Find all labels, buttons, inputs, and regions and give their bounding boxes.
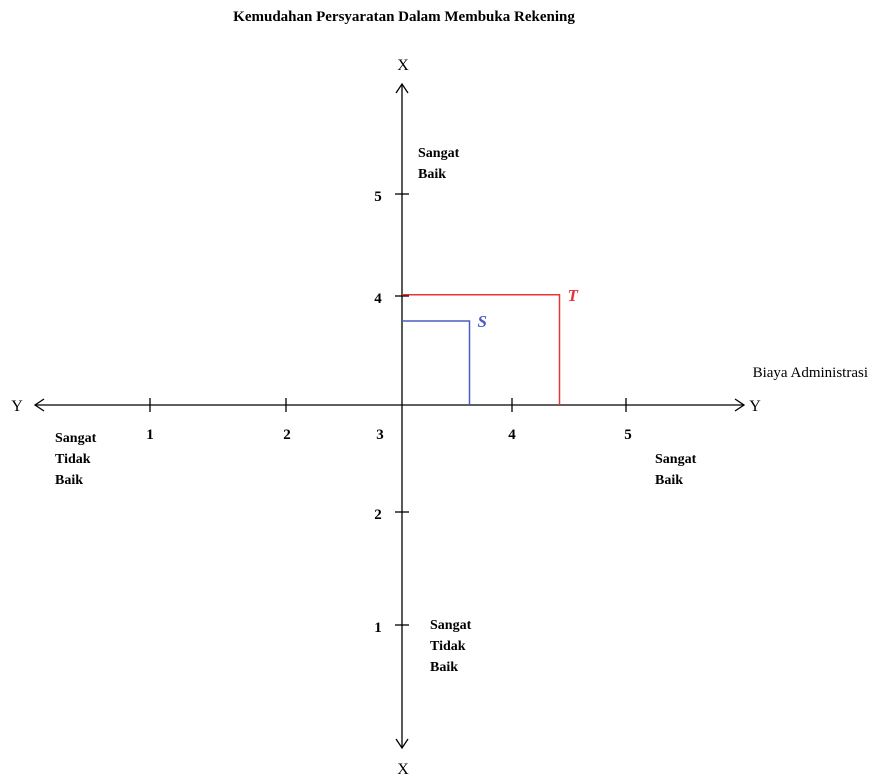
right-region-label: Sangat Baik — [655, 452, 700, 488]
left-arrowhead — [33, 398, 45, 412]
diagram-title: Kemudahan Persyaratan Dalam Membuka Reke… — [233, 9, 575, 25]
v-tick-label-4: 4 — [374, 291, 382, 307]
point-t-guide — [402, 294, 561, 405]
h-tick-label-2: 2 — [283, 427, 291, 443]
left-region-label: Sangat Tidak Baik — [55, 431, 100, 488]
h-tick-label-5: 5 — [624, 427, 632, 443]
top-region-label: Sangat Baik — [418, 146, 463, 182]
h-tick-label-3: 3 — [376, 427, 384, 443]
bottom-region-label: Sangat Tidak Baik — [430, 618, 475, 675]
right-axis-label: Y — [749, 398, 761, 415]
point-t-label: T — [568, 286, 579, 305]
point-t: T — [402, 286, 579, 405]
v-tick-label-5: 5 — [374, 189, 382, 205]
bottom-arrowhead — [395, 738, 409, 750]
horizontal-axis-title: Biaya Administrasi — [753, 365, 868, 381]
right-arrowhead — [734, 398, 746, 412]
point-s-guide — [402, 320, 471, 405]
points-layer: ST — [402, 286, 579, 405]
h-tick-label-1: 1 — [146, 427, 154, 443]
top-axis-label: X — [397, 57, 409, 74]
v-tick-label-1: 1 — [374, 620, 382, 636]
top-arrowhead — [395, 82, 409, 94]
point-s-label: S — [478, 312, 487, 331]
v-tick-label-2: 2 — [374, 507, 382, 523]
h-tick-label-4: 4 — [508, 427, 516, 443]
left-axis-label: Y — [11, 398, 23, 415]
bottom-axis-label: X — [397, 761, 409, 778]
point-s: S — [402, 312, 487, 405]
